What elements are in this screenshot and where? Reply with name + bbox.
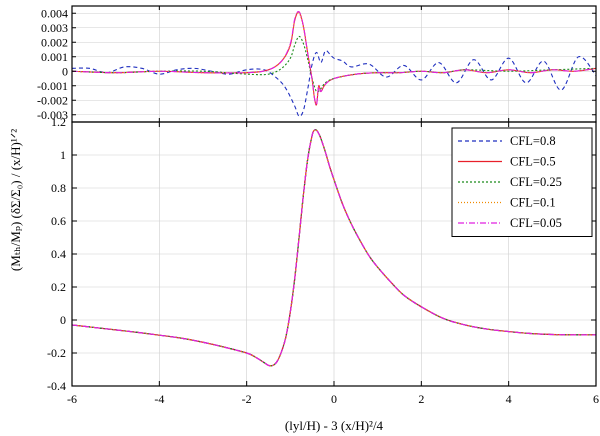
top-y-tick-label: 0	[62, 64, 68, 78]
top-y-tick-label: 0.003	[41, 21, 68, 35]
bottom-y-tick-label: 0.8	[51, 181, 66, 195]
legend-label-4: CFL=0.05	[510, 216, 562, 230]
legend-label-2: CFL=0.25	[510, 175, 562, 189]
bottom-x-tick-label: -2	[242, 392, 252, 406]
bottom-x-tick-label: -6	[67, 392, 77, 406]
bottom-y-tick-label: 1	[60, 148, 66, 162]
top-series	[72, 10, 596, 117]
bottom-x-tick-label: -4	[154, 392, 164, 406]
bottom-y-tick-label: 0.6	[51, 214, 66, 228]
x-axis-label: (lyl/H) - 3 (x/H)²/4	[285, 418, 384, 433]
top-series-line-0	[72, 50, 596, 117]
bottom-series	[72, 129, 596, 367]
bottom-series-line-3	[72, 129, 596, 367]
bottom-y-tick-label: 0	[60, 313, 66, 327]
bottom-x-tick-label: 0	[331, 392, 337, 406]
legend-label-0: CFL=0.8	[510, 134, 556, 148]
bottom-x-tick-label: 2	[418, 392, 424, 406]
legend-label-3: CFL=0.1	[510, 196, 556, 210]
legend: CFL=0.8 CFL=0.5 CFL=0.25 CFL=0.1 CFL=0.05	[451, 127, 593, 237]
legend-label-1: CFL=0.5	[510, 155, 556, 169]
bottom-y-tick-label: 0.4	[51, 247, 66, 261]
top-y-tick-label: -0.002	[37, 93, 68, 107]
top-y-tick-label: 0.004	[41, 6, 68, 20]
bottom-plot-frame	[71, 121, 597, 387]
top-y-tick-label: 0.002	[41, 35, 68, 49]
bottom-x-tick-label: 4	[506, 392, 512, 406]
top-series-line-3	[72, 12, 596, 105]
top-y-tick-label: -0.003	[37, 108, 68, 122]
bottom-y-tick-label: -0.4	[47, 379, 66, 393]
bottom-y-tick-label: -0.2	[47, 346, 66, 360]
bottom-series-line-2	[72, 129, 596, 367]
bottom-x-tick-label: 6	[593, 392, 599, 406]
top-series-line-2	[72, 35, 596, 93]
top-grid	[71, 6, 597, 122]
bottom-y-ticks: 1.2 1 0.8 0.6 0.4 0.2 0 -0.2 -0.4	[47, 115, 596, 393]
top-y-tick-label: -0.001	[37, 79, 68, 93]
y-axis-label: (Mₜₕ/Mₚ) (δΣ/Σ₀) / (x/H)¹ᐟ²	[8, 129, 23, 271]
bottom-panel: 1.2 1 0.8 0.6 0.4 0.2 0 -0.2 -0.4 -6 -4 -2 0 2 4 6	[47, 6, 599, 406]
bottom-y-tick-label: 0.2	[51, 280, 66, 294]
bottom-y-tick-label: 1.2	[51, 115, 66, 129]
top-y-tick-label: 0.001	[41, 50, 68, 64]
